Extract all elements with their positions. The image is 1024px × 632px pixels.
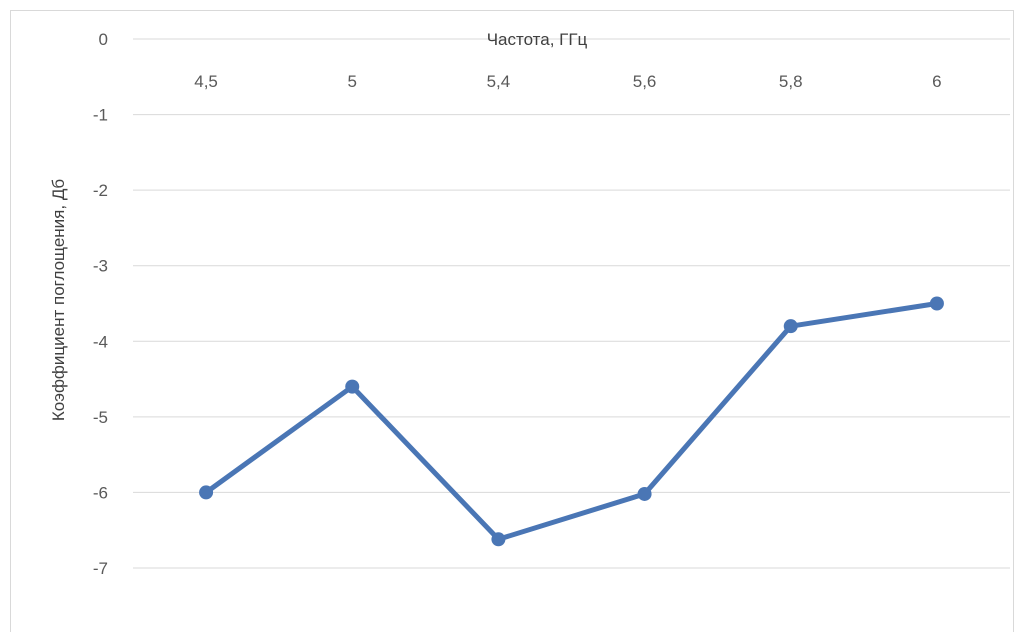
x-tick-label: 5 bbox=[348, 72, 357, 91]
series-line bbox=[203, 301, 940, 542]
series-1 bbox=[199, 296, 944, 547]
chart-area bbox=[10, 10, 1014, 632]
y-tick-label: -3 bbox=[93, 257, 108, 276]
data-point-5,4 bbox=[491, 532, 506, 547]
x-axis-title: Частота, ГГц bbox=[487, 30, 588, 49]
x-tick-label: 5,4 bbox=[487, 72, 511, 91]
x-tick-label: 5,6 bbox=[633, 72, 657, 91]
y-tick-label: -4 bbox=[93, 332, 108, 351]
data-point-5,6 bbox=[637, 486, 652, 501]
x-axis-tick-labels: 4,5 5 5,4 5,6 5,8 6 bbox=[194, 72, 941, 91]
gridlines bbox=[133, 38, 1010, 569]
y-tick-label: -1 bbox=[93, 106, 108, 125]
y-tick-label: -5 bbox=[93, 408, 108, 427]
y-axis-tick-labels: 0 -1 -2 -3 -4 -5 -6 -7 bbox=[93, 30, 108, 578]
data-point-4,5 bbox=[199, 485, 214, 500]
data-point-6 bbox=[929, 296, 944, 311]
x-tick-label: 5,8 bbox=[779, 72, 803, 91]
x-tick-label: 4,5 bbox=[194, 72, 218, 91]
y-tick-label: -2 bbox=[93, 181, 108, 200]
y-axis-title: Коэффициент поглощения, Дб bbox=[49, 179, 68, 421]
y-tick-label: -7 bbox=[93, 559, 108, 578]
data-point-5,8 bbox=[783, 319, 798, 334]
y-tick-label: 0 bbox=[99, 30, 108, 49]
y-tick-label: -6 bbox=[93, 483, 108, 502]
data-point-5 bbox=[345, 379, 360, 394]
x-tick-label: 6 bbox=[932, 72, 941, 91]
